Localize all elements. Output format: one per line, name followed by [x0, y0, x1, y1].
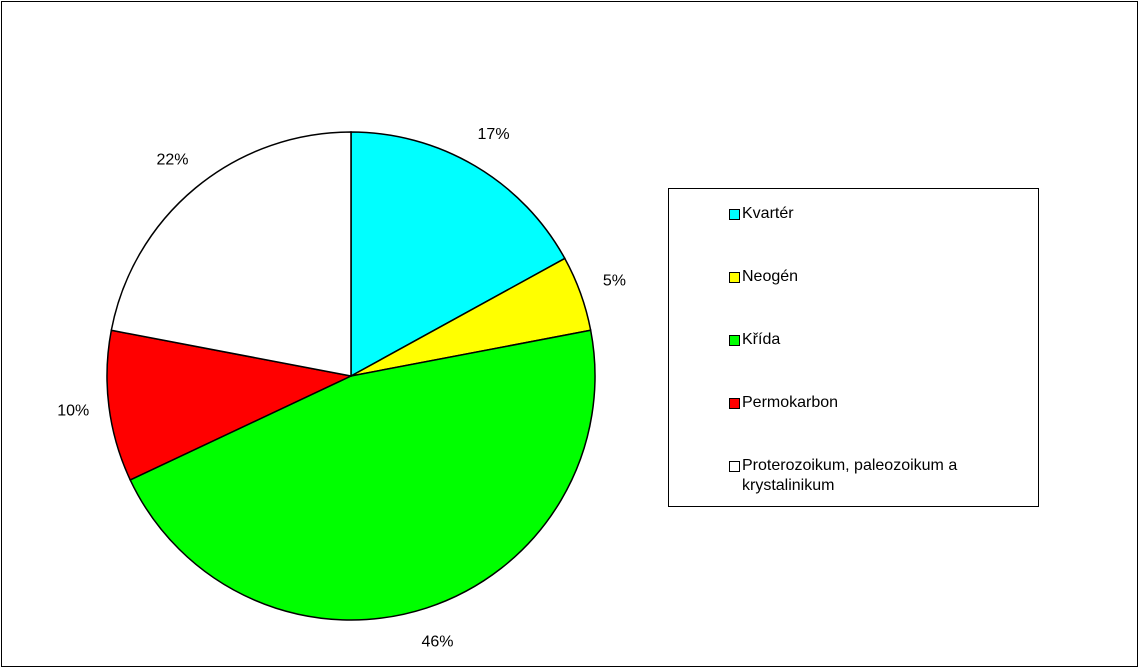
legend-swatch [729, 335, 740, 346]
data-label: 46% [422, 634, 454, 651]
legend-label: Permokarbon [742, 394, 839, 411]
legend: Kvartér Neogén Křída Permokarbon Proterozoik… [668, 188, 1039, 507]
pie-slice [106, 329, 354, 481]
legend-entry: Proterozoikum, paleozoikum a krystalinik… [729, 456, 1019, 496]
legend-swatch [729, 461, 740, 472]
legend-entry: Kvartér [729, 204, 1019, 224]
data-label: 17% [478, 126, 510, 143]
legend-swatch [729, 209, 740, 220]
legend-label: Křída [742, 331, 781, 348]
legend-swatch [729, 272, 740, 283]
pie-slice [350, 131, 566, 378]
legend-label: Proterozoikum, paleozoikum a krystalinik… [742, 457, 958, 494]
data-label: 5% [603, 272, 626, 289]
pie-slice [110, 131, 352, 377]
legend-entry: Permokarbon [729, 393, 1019, 413]
legend-entry: Křída [729, 330, 1019, 350]
data-label: 10% [57, 402, 89, 419]
legend-label: Neogén [742, 268, 799, 285]
legend-label: Kvartér [742, 205, 794, 222]
legend-swatch [729, 398, 740, 409]
data-label: 22% [157, 151, 189, 168]
pie-slice [129, 329, 596, 621]
legend-entry: Neogén [729, 267, 1019, 287]
